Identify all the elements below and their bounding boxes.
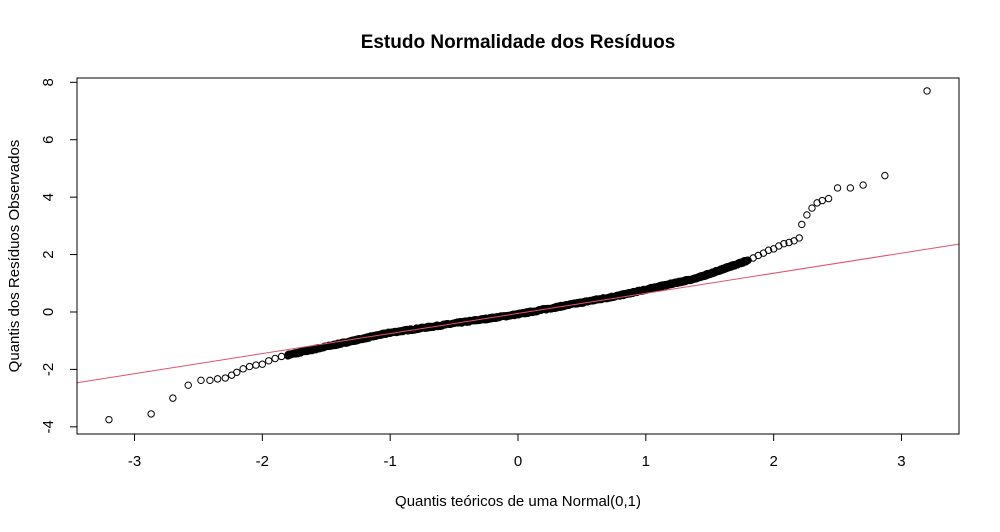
data-point xyxy=(846,184,855,192)
x-axis-label: Quantis teóricos de uma Normal(0,1) xyxy=(395,493,641,510)
y-tick-label: 2 xyxy=(40,250,57,258)
data-point xyxy=(833,184,842,192)
y-axis-label: Quantis dos Resíduos Observados xyxy=(6,140,23,373)
data-point xyxy=(265,357,273,365)
x-tick-label: 0 xyxy=(514,453,522,470)
data-point xyxy=(221,374,229,382)
data-point xyxy=(506,312,514,320)
data-point xyxy=(803,211,811,219)
data-point xyxy=(206,376,214,385)
data-point xyxy=(795,234,803,242)
x-tick-label: 3 xyxy=(897,453,905,470)
x-tick-label: -3 xyxy=(128,453,141,470)
reference-line xyxy=(76,243,960,384)
x-axis-ticks: -3 -2 -1 0 1 2 3 xyxy=(128,434,906,470)
data-point xyxy=(818,196,826,205)
data-point xyxy=(798,220,806,229)
data-point xyxy=(233,368,241,376)
data-point xyxy=(197,376,205,385)
data-point xyxy=(147,410,155,418)
data-point xyxy=(184,381,192,389)
data-point xyxy=(271,354,279,363)
y-tick-label: -2 xyxy=(40,363,57,376)
data-point xyxy=(213,375,222,383)
data-point xyxy=(105,415,113,424)
y-tick-label: 8 xyxy=(40,78,57,86)
data-point xyxy=(859,181,867,189)
data-point xyxy=(923,87,931,95)
y-tick-label: 4 xyxy=(40,193,57,201)
y-axis-ticks: -4 -2 0 2 4 6 8 xyxy=(40,78,77,433)
plot-frame xyxy=(76,77,960,435)
data-point xyxy=(785,238,793,247)
data-point xyxy=(780,239,788,248)
data-point xyxy=(808,204,816,212)
data-point xyxy=(881,171,889,180)
data-point xyxy=(169,394,177,402)
x-tick-label: 2 xyxy=(769,453,777,470)
chart-title: Estudo Normalidade dos Resíduos xyxy=(361,32,676,53)
y-tick-label: -4 xyxy=(40,420,57,433)
data-point xyxy=(764,246,773,254)
x-tick-label: -2 xyxy=(256,453,269,470)
x-tick-label: 1 xyxy=(642,453,650,470)
data-point xyxy=(824,194,833,203)
data-point xyxy=(239,365,247,373)
y-tick-label: 0 xyxy=(40,308,57,316)
x-tick-label: -1 xyxy=(384,453,397,470)
y-tick-label: 6 xyxy=(40,136,57,144)
data-point xyxy=(258,360,267,368)
